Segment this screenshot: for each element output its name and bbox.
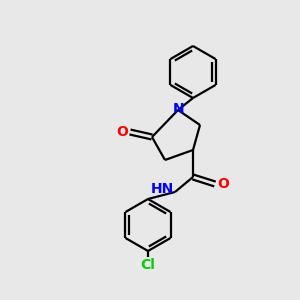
Text: Cl: Cl xyxy=(141,258,155,272)
Text: O: O xyxy=(116,125,128,139)
Text: N: N xyxy=(173,102,185,116)
Text: O: O xyxy=(217,177,229,191)
Text: HN: HN xyxy=(150,182,174,196)
